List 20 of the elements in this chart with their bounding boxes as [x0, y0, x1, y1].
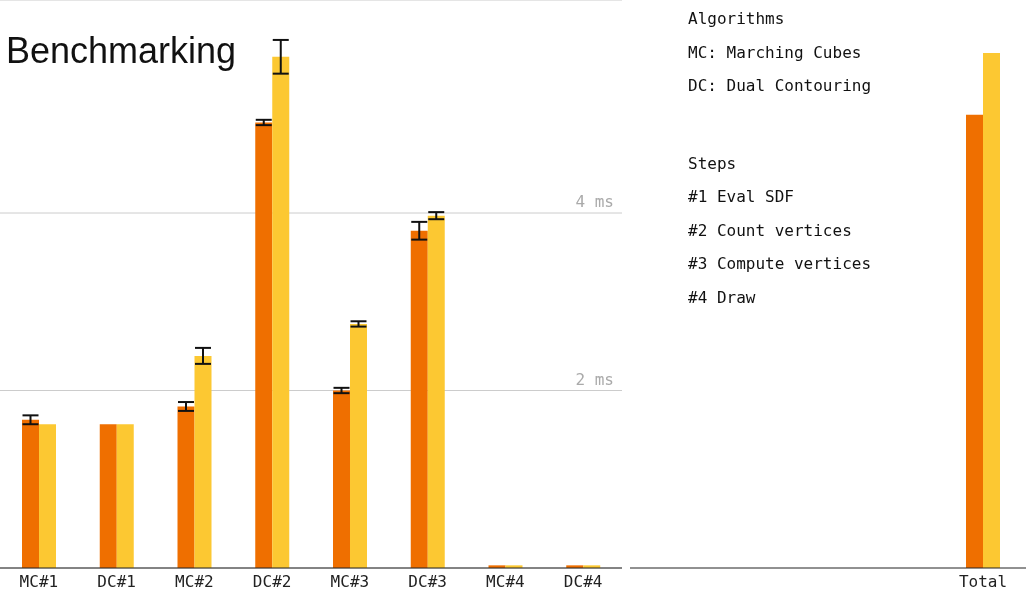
x-tick-label: MC#1: [19, 572, 59, 592]
x-tick-label: DC#4: [563, 572, 603, 592]
x-tick-label: DC#2: [252, 572, 292, 592]
text: MC: Marching Cubes: [688, 41, 863, 64]
x-tick-label: MC#3: [330, 572, 370, 592]
text: #2 Count vertices: [688, 219, 853, 242]
text: Algorithms: [688, 8, 786, 30]
x-tick-label: MC#2: [175, 572, 214, 592]
text: #4 Draw: [688, 286, 757, 309]
text: Steps: [688, 152, 738, 175]
text: DC: Dual Contouring: [688, 75, 872, 97]
text: #1 Eval SDF: [688, 186, 795, 208]
x-tick-label: DC#1: [97, 572, 136, 592]
y-tick-label: 2 ms: [575, 369, 614, 389]
text: Benchmarking: [6, 30, 237, 72]
x-tick-label: Total: [958, 572, 1008, 592]
x-tick-label: MC#4: [486, 572, 525, 592]
x-tick-label: DC#3: [408, 572, 447, 592]
text: #3 Compute vertices: [688, 253, 872, 275]
y-tick-label: 4 ms: [575, 192, 614, 211]
